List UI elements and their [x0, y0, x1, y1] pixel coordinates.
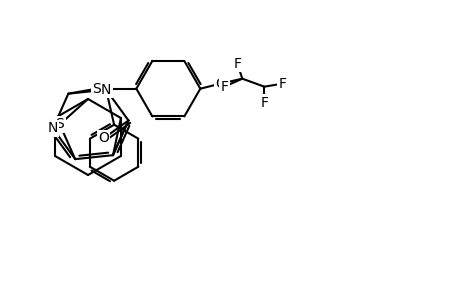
- Text: S: S: [92, 82, 101, 96]
- Text: O: O: [214, 77, 225, 91]
- Text: O: O: [98, 131, 109, 146]
- Text: F: F: [220, 80, 228, 94]
- Text: F: F: [278, 77, 285, 91]
- Text: S: S: [55, 117, 64, 131]
- Text: F: F: [260, 96, 268, 110]
- Text: N: N: [101, 83, 111, 97]
- Text: F: F: [233, 57, 241, 71]
- Text: N: N: [48, 122, 58, 135]
